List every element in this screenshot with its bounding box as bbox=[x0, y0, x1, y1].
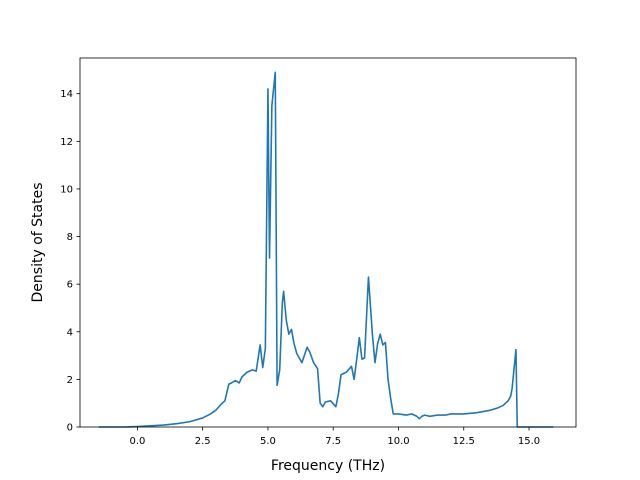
x-tick-label: 12.5 bbox=[453, 436, 475, 447]
y-tick-label: 12 bbox=[60, 137, 73, 148]
y-tick-label: 6 bbox=[67, 280, 73, 291]
x-tick-label: 10.0 bbox=[387, 436, 409, 447]
x-tick-label: 0.0 bbox=[129, 436, 145, 447]
y-tick-label: 14 bbox=[60, 89, 73, 100]
y-tick-label: 0 bbox=[67, 423, 73, 434]
x-tick-label: 7.5 bbox=[325, 436, 341, 447]
y-axis-ticks: 0 2 4 6 8 10 12 14 bbox=[60, 89, 80, 434]
y-tick-label: 10 bbox=[60, 184, 73, 195]
y-tick-label: 2 bbox=[67, 375, 73, 386]
x-tick-label: 2.5 bbox=[195, 436, 211, 447]
y-tick-label: 4 bbox=[67, 327, 73, 338]
x-tick-label: 15.0 bbox=[518, 436, 540, 447]
x-axis-ticks: 0.0 2.5 5.0 7.5 10.0 12.5 15.0 bbox=[129, 427, 540, 447]
series-line bbox=[98, 71, 554, 428]
y-tick-label: 8 bbox=[67, 232, 73, 243]
plot-area bbox=[79, 57, 577, 428]
x-axis-title: Frequency (THz) bbox=[271, 458, 385, 474]
x-tick-label: 5.0 bbox=[260, 436, 276, 447]
y-axis-title: Density of States bbox=[30, 183, 46, 303]
